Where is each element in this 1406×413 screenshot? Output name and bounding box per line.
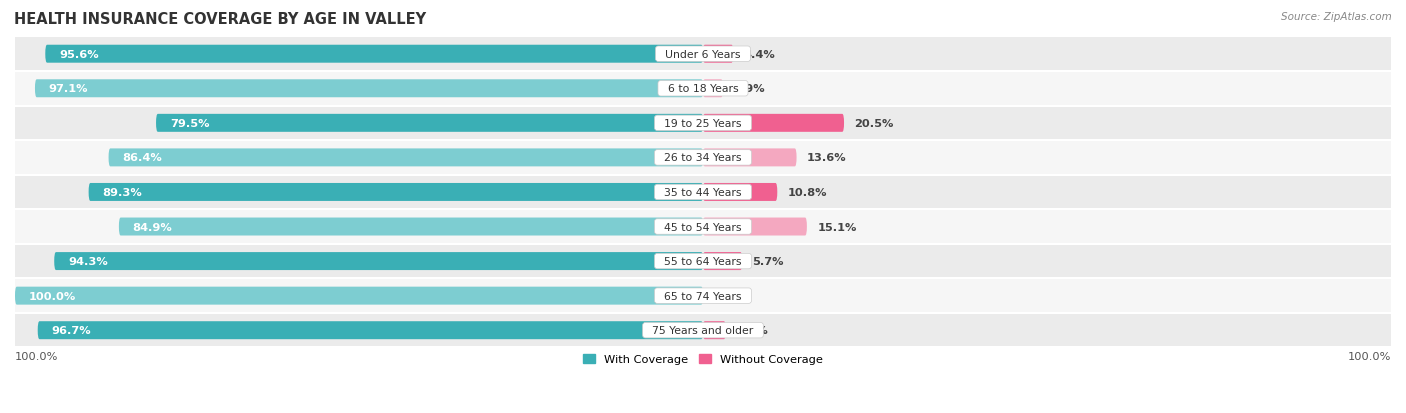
Text: 10.8%: 10.8% bbox=[787, 188, 827, 197]
FancyBboxPatch shape bbox=[45, 45, 703, 64]
FancyBboxPatch shape bbox=[703, 114, 844, 133]
Text: 15.1%: 15.1% bbox=[817, 222, 856, 232]
Text: 20.5%: 20.5% bbox=[855, 119, 894, 128]
FancyBboxPatch shape bbox=[89, 183, 703, 202]
FancyBboxPatch shape bbox=[55, 252, 703, 271]
Text: 26 to 34 Years: 26 to 34 Years bbox=[657, 153, 749, 163]
Text: 3.3%: 3.3% bbox=[735, 325, 768, 335]
Bar bbox=[15, 244, 1391, 279]
FancyBboxPatch shape bbox=[35, 80, 703, 98]
Text: 86.4%: 86.4% bbox=[122, 153, 162, 163]
Bar bbox=[15, 37, 1391, 72]
Bar bbox=[15, 106, 1391, 141]
Text: 100.0%: 100.0% bbox=[28, 291, 76, 301]
FancyBboxPatch shape bbox=[703, 45, 734, 64]
Legend: With Coverage, Without Coverage: With Coverage, Without Coverage bbox=[579, 349, 827, 369]
Text: 97.1%: 97.1% bbox=[49, 84, 89, 94]
Text: 84.9%: 84.9% bbox=[132, 222, 173, 232]
Text: 2.9%: 2.9% bbox=[734, 84, 765, 94]
Text: 89.3%: 89.3% bbox=[103, 188, 142, 197]
Text: 6 to 18 Years: 6 to 18 Years bbox=[661, 84, 745, 94]
Bar bbox=[15, 279, 1391, 313]
FancyBboxPatch shape bbox=[108, 149, 703, 167]
Text: Under 6 Years: Under 6 Years bbox=[658, 50, 748, 59]
FancyBboxPatch shape bbox=[120, 218, 703, 236]
Text: 65 to 74 Years: 65 to 74 Years bbox=[657, 291, 749, 301]
FancyBboxPatch shape bbox=[703, 321, 725, 339]
Bar bbox=[15, 72, 1391, 106]
Text: 100.0%: 100.0% bbox=[1347, 351, 1391, 361]
FancyBboxPatch shape bbox=[156, 114, 703, 133]
Text: 13.6%: 13.6% bbox=[807, 153, 846, 163]
Text: 5.7%: 5.7% bbox=[752, 256, 785, 266]
Text: 19 to 25 Years: 19 to 25 Years bbox=[657, 119, 749, 128]
FancyBboxPatch shape bbox=[703, 252, 742, 271]
Text: 35 to 44 Years: 35 to 44 Years bbox=[657, 188, 749, 197]
Text: Source: ZipAtlas.com: Source: ZipAtlas.com bbox=[1281, 12, 1392, 22]
FancyBboxPatch shape bbox=[38, 321, 703, 339]
Bar bbox=[15, 141, 1391, 175]
Text: 4.4%: 4.4% bbox=[744, 50, 775, 59]
Text: 0.0%: 0.0% bbox=[713, 291, 745, 301]
Text: 100.0%: 100.0% bbox=[15, 351, 59, 361]
Text: 75 Years and older: 75 Years and older bbox=[645, 325, 761, 335]
Bar bbox=[15, 313, 1391, 348]
FancyBboxPatch shape bbox=[703, 218, 807, 236]
FancyBboxPatch shape bbox=[703, 80, 723, 98]
Text: 95.6%: 95.6% bbox=[59, 50, 98, 59]
FancyBboxPatch shape bbox=[15, 287, 703, 305]
FancyBboxPatch shape bbox=[703, 149, 797, 167]
Bar bbox=[15, 175, 1391, 210]
Text: HEALTH INSURANCE COVERAGE BY AGE IN VALLEY: HEALTH INSURANCE COVERAGE BY AGE IN VALL… bbox=[14, 12, 426, 27]
Text: 94.3%: 94.3% bbox=[67, 256, 108, 266]
Text: 45 to 54 Years: 45 to 54 Years bbox=[657, 222, 749, 232]
Text: 96.7%: 96.7% bbox=[52, 325, 91, 335]
Bar bbox=[15, 210, 1391, 244]
FancyBboxPatch shape bbox=[703, 183, 778, 202]
Text: 79.5%: 79.5% bbox=[170, 119, 209, 128]
Text: 55 to 64 Years: 55 to 64 Years bbox=[657, 256, 749, 266]
